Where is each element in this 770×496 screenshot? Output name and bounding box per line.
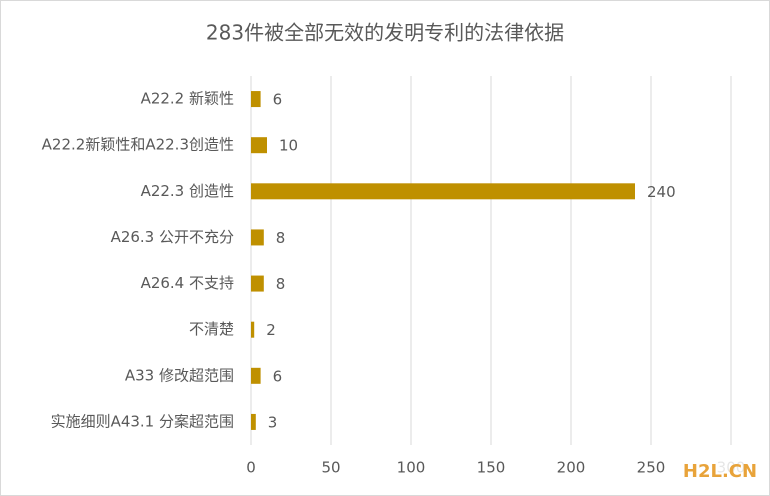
x-tick-label: 250 — [637, 459, 666, 477]
y-tick-label: A26.4 不支持 — [141, 274, 234, 292]
y-tick-label: A22.3 创造性 — [141, 182, 234, 200]
watermark: H2L.CN — [683, 461, 757, 482]
y-tick-label: 不清楚 — [189, 320, 234, 338]
chart-title: 283件被全部无效的发明专利的法律依据 — [206, 21, 564, 45]
data-label: 6 — [273, 91, 283, 109]
bar — [251, 91, 261, 108]
y-tick-label: 实施细则A43.1 分案超范围 — [51, 412, 234, 430]
data-label: 6 — [273, 367, 283, 385]
y-tick-label: A26.3 公开不充分 — [111, 228, 234, 246]
x-tick-label: 150 — [477, 459, 506, 477]
bar — [251, 183, 635, 200]
data-label: 240 — [647, 183, 676, 201]
x-tick-label: 0 — [246, 459, 256, 477]
y-tick-label: A33 修改超范围 — [125, 366, 234, 384]
bar — [251, 321, 255, 338]
data-label: 8 — [276, 229, 286, 247]
bar — [251, 229, 264, 246]
x-tick-label: 200 — [557, 459, 586, 477]
x-tick-label: 100 — [397, 459, 426, 477]
data-label: 10 — [279, 137, 298, 155]
data-label: 2 — [266, 321, 276, 339]
y-tick-label: A22.2新颖性和A22.3创造性 — [42, 136, 234, 154]
watermark-bg — [678, 456, 762, 486]
bar — [251, 367, 261, 384]
y-tick-label: A22.2 新颖性 — [141, 90, 234, 108]
data-label: 8 — [276, 275, 286, 293]
data-label: 3 — [268, 413, 278, 431]
bar — [251, 413, 256, 430]
bar — [251, 275, 264, 292]
bar — [251, 137, 267, 154]
x-tick-label: 50 — [321, 459, 340, 477]
